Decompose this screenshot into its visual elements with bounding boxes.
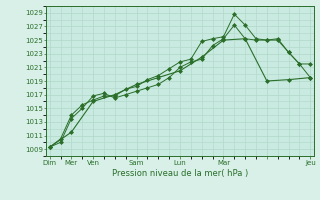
X-axis label: Pression niveau de la mer( hPa ): Pression niveau de la mer( hPa ) bbox=[112, 169, 248, 178]
